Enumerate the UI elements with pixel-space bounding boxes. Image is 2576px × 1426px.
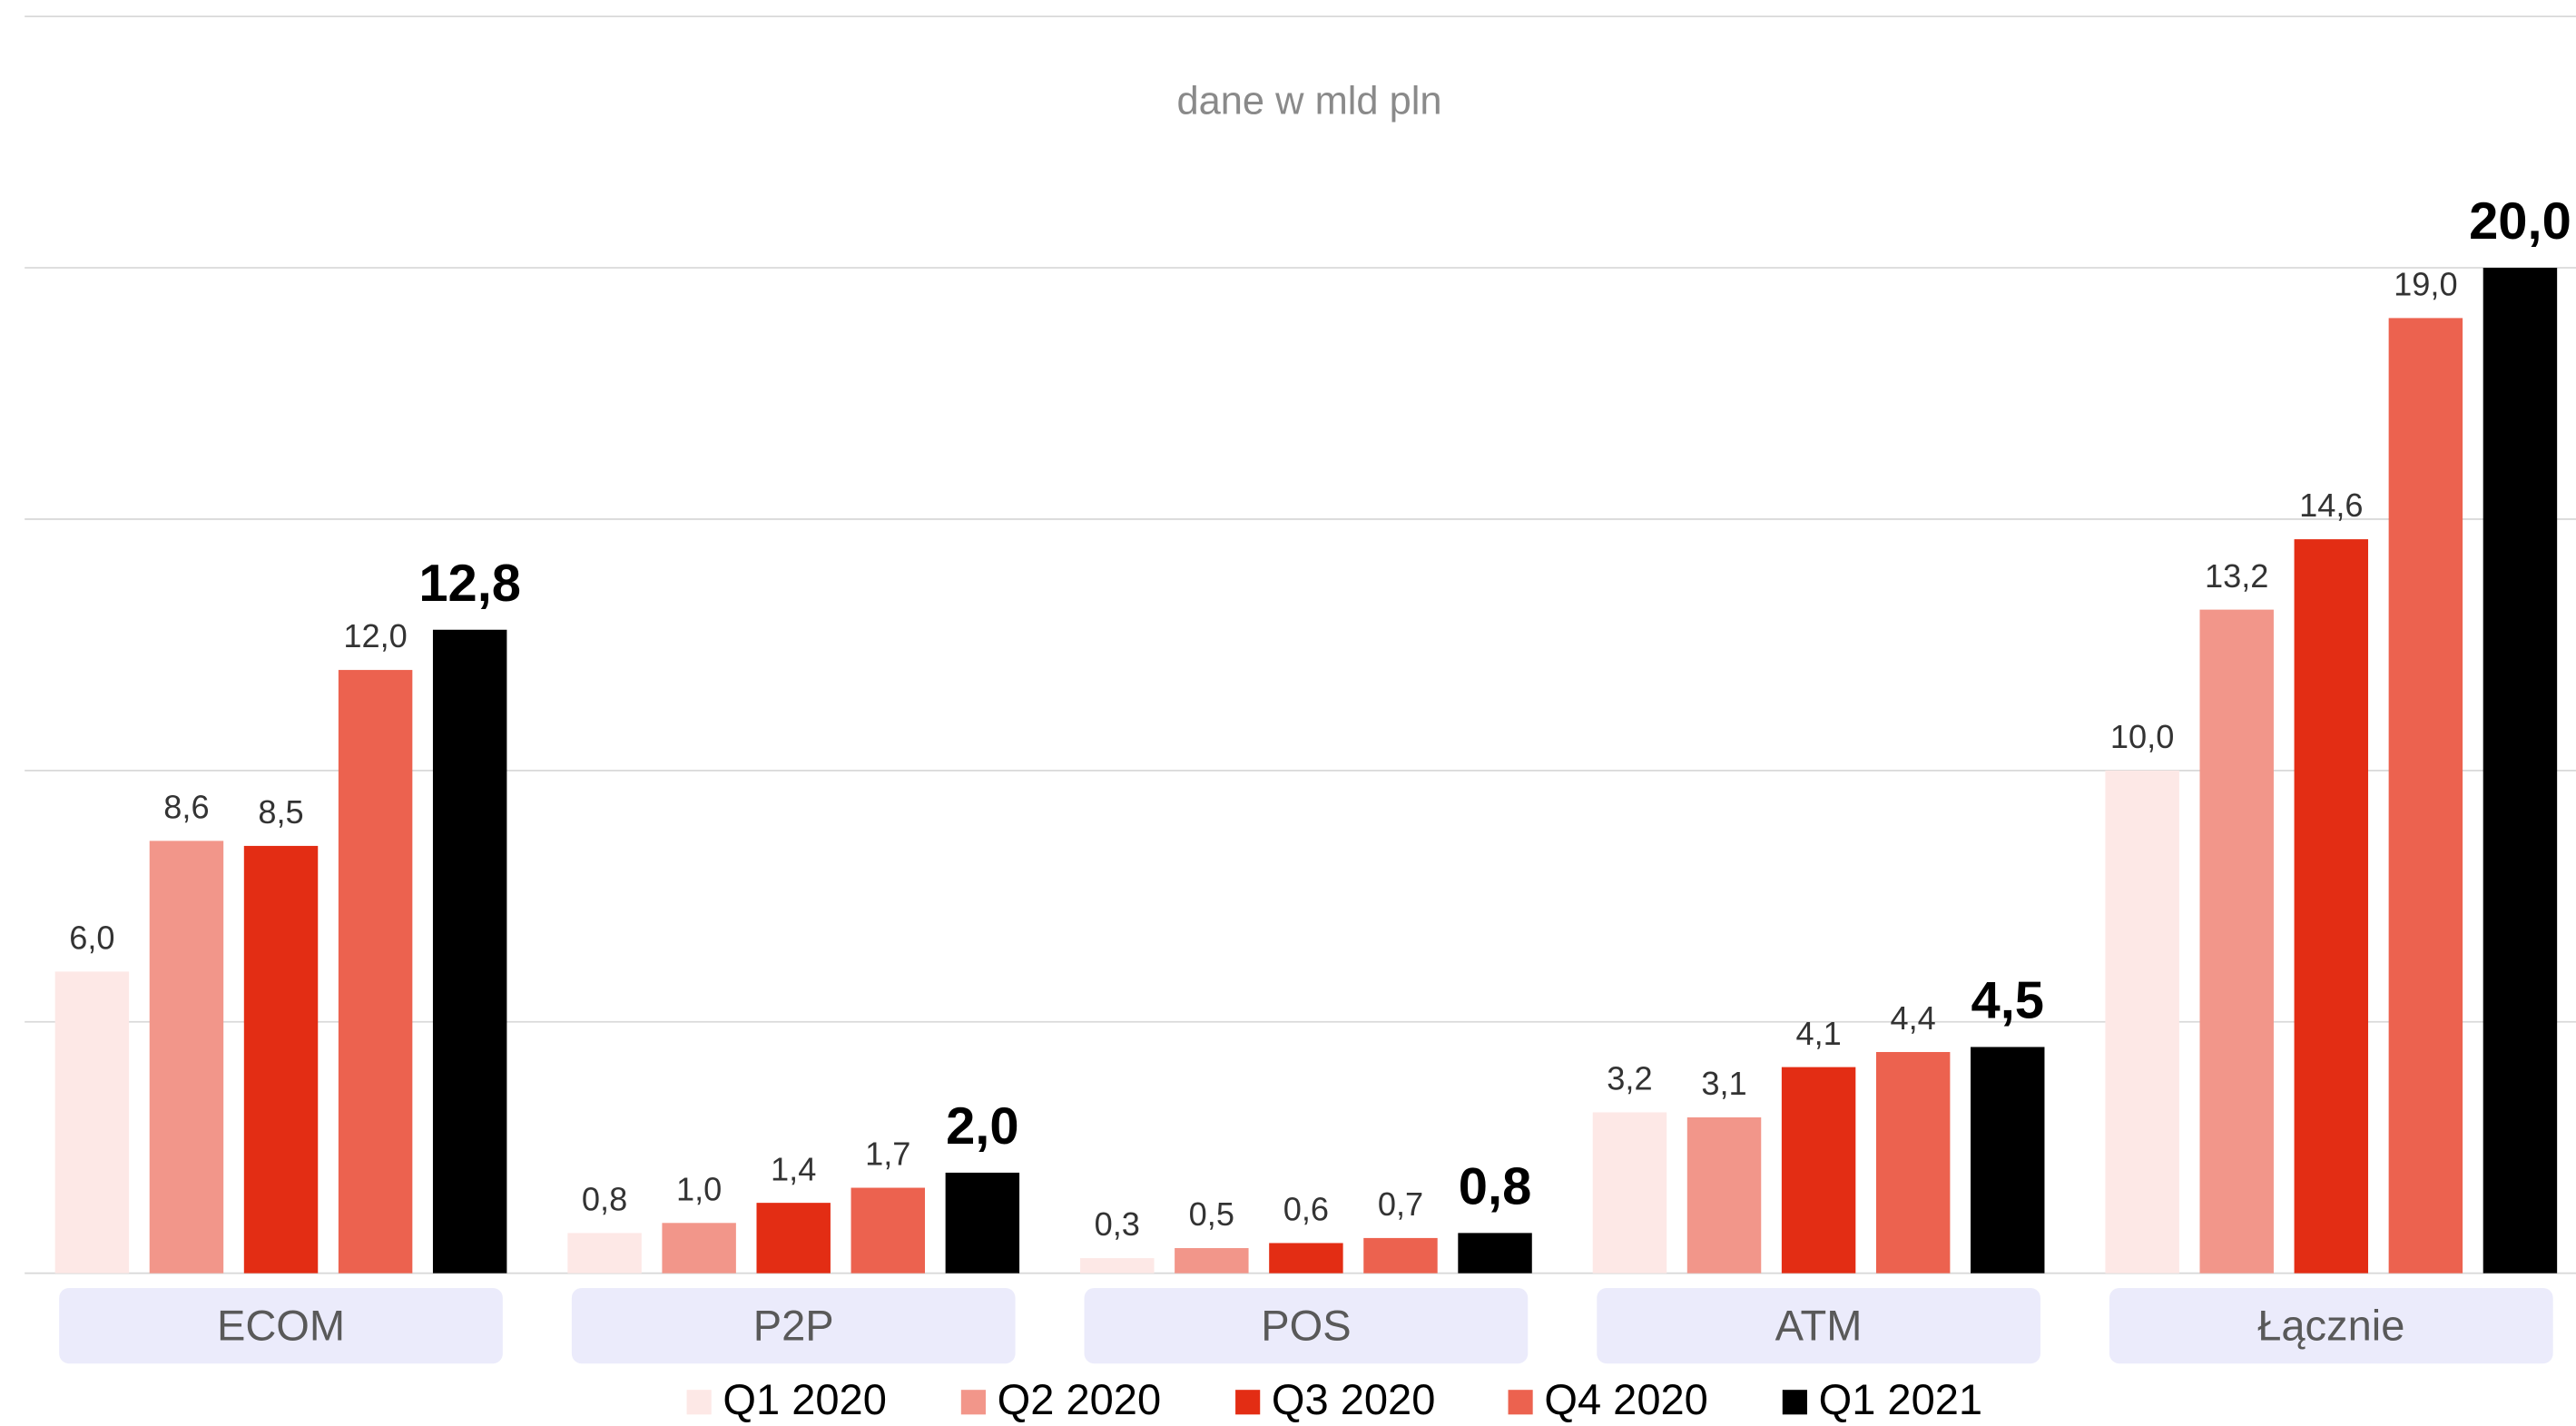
bar bbox=[54, 971, 130, 1274]
legend-label: Q3 2020 bbox=[1272, 1375, 1436, 1423]
value-label: 3,1 bbox=[1701, 1065, 1746, 1102]
x-tick-label: ECOM bbox=[217, 1302, 345, 1350]
value-label: 8,5 bbox=[258, 793, 303, 831]
value-label: 3,2 bbox=[1607, 1060, 1652, 1097]
bar bbox=[945, 1172, 1020, 1274]
legend-swatch bbox=[1235, 1390, 1261, 1415]
bar bbox=[567, 1233, 642, 1274]
value-label: 14,6 bbox=[2299, 487, 2363, 524]
x-tick-label: Łącznie bbox=[2257, 1302, 2404, 1350]
value-label: 0,3 bbox=[1095, 1205, 1140, 1243]
bar bbox=[1875, 1051, 1951, 1274]
bar bbox=[2294, 539, 2369, 1274]
value-label: 19,0 bbox=[2394, 266, 2457, 303]
category-box bbox=[59, 1287, 503, 1364]
bar bbox=[2199, 609, 2274, 1274]
bar bbox=[2388, 318, 2463, 1274]
bar bbox=[1175, 1247, 1249, 1274]
bar bbox=[756, 1203, 831, 1274]
bar bbox=[432, 629, 507, 1274]
bar bbox=[850, 1187, 926, 1274]
bar bbox=[243, 845, 319, 1274]
bar bbox=[1458, 1233, 1532, 1274]
bar bbox=[2483, 268, 2558, 1274]
value-label: 0,8 bbox=[582, 1181, 627, 1218]
bar bbox=[1269, 1243, 1343, 1274]
value-label: 12,8 bbox=[418, 555, 521, 613]
legend-label: Q2 2020 bbox=[998, 1375, 1161, 1423]
x-tick-label: POS bbox=[1261, 1302, 1351, 1350]
category-box bbox=[1597, 1287, 2040, 1364]
value-label: 13,2 bbox=[2205, 557, 2268, 595]
value-label: 1,0 bbox=[676, 1170, 722, 1207]
bar bbox=[338, 670, 413, 1274]
legend-label: Q1 2020 bbox=[723, 1375, 886, 1423]
value-label: 4,4 bbox=[1891, 999, 1936, 1037]
bar bbox=[662, 1223, 736, 1274]
value-label: 1,7 bbox=[865, 1136, 910, 1173]
value-label: 0,6 bbox=[1283, 1191, 1329, 1228]
bar bbox=[1363, 1237, 1438, 1274]
legend-swatch bbox=[1508, 1390, 1533, 1415]
x-tick-label: ATM bbox=[1775, 1302, 1863, 1350]
bar bbox=[1686, 1116, 1762, 1274]
bar bbox=[1971, 1047, 2045, 1274]
bar bbox=[2105, 770, 2179, 1274]
bar bbox=[149, 841, 224, 1274]
legend-label: Q1 2021 bbox=[1819, 1375, 1983, 1423]
category-box bbox=[2109, 1287, 2553, 1364]
category-box bbox=[571, 1287, 1016, 1364]
legend-swatch bbox=[960, 1390, 986, 1415]
value-label: 0,8 bbox=[1459, 1158, 1532, 1216]
value-label: 20,0 bbox=[2469, 192, 2571, 251]
x-tick-label: P2P bbox=[753, 1302, 834, 1350]
value-label: 8,6 bbox=[163, 789, 209, 826]
value-label: 0,5 bbox=[1189, 1195, 1234, 1233]
value-label: 2,0 bbox=[946, 1097, 1019, 1156]
value-label: 0,7 bbox=[1378, 1185, 1423, 1223]
value-label: 12,0 bbox=[343, 617, 407, 654]
legend-swatch bbox=[686, 1390, 712, 1415]
value-label: 4,5 bbox=[1971, 972, 2044, 1030]
chart-subtitle: dane w mld pln bbox=[1176, 79, 1441, 123]
value-label: 6,0 bbox=[69, 920, 114, 957]
legend-swatch bbox=[1782, 1390, 1807, 1415]
bar bbox=[1080, 1258, 1155, 1274]
value-label: 10,0 bbox=[2110, 718, 2174, 755]
legend-label: Q4 2020 bbox=[1544, 1375, 1708, 1423]
bar bbox=[1592, 1112, 1667, 1274]
category-box bbox=[1084, 1287, 1529, 1364]
value-label: 1,4 bbox=[771, 1150, 816, 1187]
value-label: 4,1 bbox=[1795, 1015, 1841, 1052]
bar bbox=[1781, 1067, 1856, 1274]
